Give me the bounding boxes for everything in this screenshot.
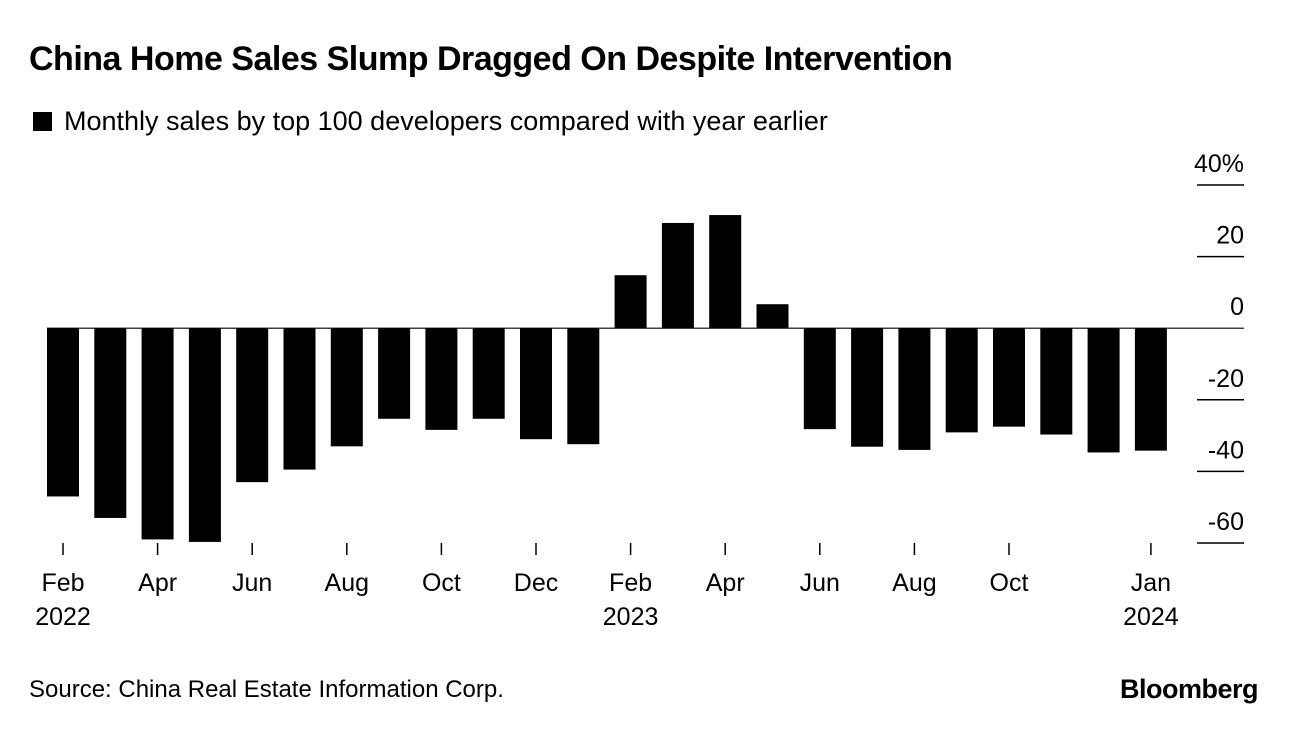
bar (472, 328, 505, 419)
x-tick-label: Aug (892, 569, 936, 597)
bar (614, 275, 647, 329)
chart-title: China Home Sales Slump Dragged On Despit… (29, 40, 953, 78)
legend: Monthly sales by top 100 developers comp… (33, 106, 828, 137)
bar (993, 328, 1025, 427)
bar (520, 328, 552, 440)
bar (425, 328, 458, 430)
x-tick-label: Feb (609, 569, 652, 597)
bar (756, 304, 789, 329)
x-tick-label: Jun (232, 569, 272, 597)
x-tick-year-label: 2022 (35, 603, 91, 631)
bar (47, 328, 79, 497)
legend-label: Monthly sales by top 100 developers comp… (64, 106, 828, 136)
bar (236, 328, 269, 483)
bar (567, 328, 600, 445)
bar (661, 222, 694, 329)
bar (1134, 328, 1167, 451)
y-tick-label: -20 (1208, 365, 1244, 393)
bar (945, 328, 978, 433)
bar (141, 328, 174, 540)
x-tick-label: Oct (422, 569, 461, 597)
y-tick-label: -40 (1208, 436, 1244, 464)
bloomberg-logo: Bloomberg (1119, 674, 1259, 704)
bar (803, 328, 836, 430)
y-tick-label: 0 (1230, 293, 1244, 321)
bar (1087, 328, 1120, 453)
source-note: Source: China Real Estate Information Co… (29, 676, 504, 703)
y-tick-label: -60 (1208, 508, 1244, 536)
x-tick-label: Dec (514, 569, 558, 597)
bar (188, 328, 221, 542)
bar (1040, 328, 1073, 435)
bar (94, 328, 127, 518)
x-tick-label: Apr (706, 569, 745, 597)
x-tick-year-label: 2023 (603, 603, 659, 631)
y-tick-label: 20 (1216, 222, 1244, 250)
bar (898, 328, 931, 450)
bar (851, 328, 884, 447)
legend-swatch (33, 112, 52, 131)
x-tick-label: Apr (138, 569, 177, 597)
bar (378, 328, 411, 419)
bar (330, 328, 363, 447)
bar (283, 328, 316, 470)
x-tick-year-label: 2024 (1123, 603, 1179, 631)
x-tick-label: Oct (990, 569, 1029, 597)
x-tick-label: Jun (800, 569, 840, 597)
bar (709, 215, 742, 329)
x-tick-label: Jan (1131, 569, 1171, 597)
y-tick-label: 40% (1194, 150, 1244, 178)
x-tick-label: Aug (325, 569, 369, 597)
x-tick-label: Feb (41, 569, 84, 597)
